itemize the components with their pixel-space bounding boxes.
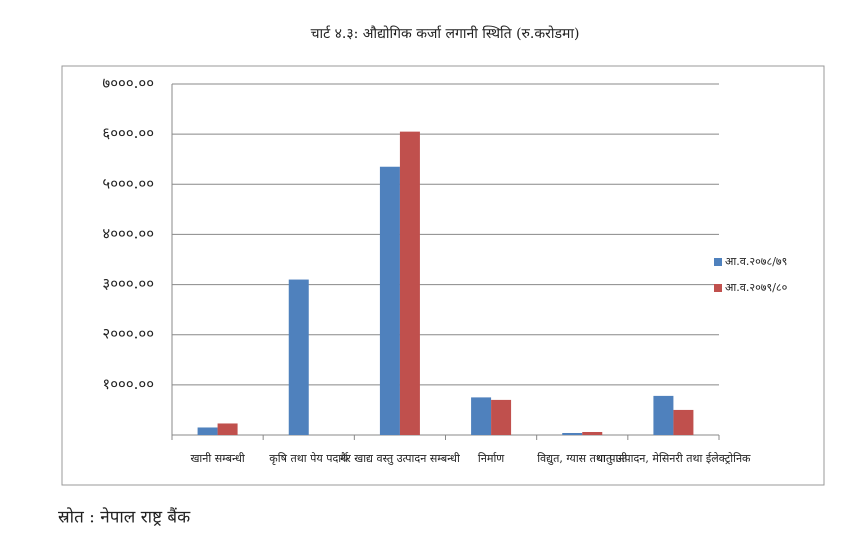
y-tick-label: ६०००.०० [102, 124, 154, 142]
y-tick-label: २०००.०० [102, 325, 154, 343]
x-tick-label: धातु उत्पादन, मेसिनरी तथा ईलेक्ट्रोनिक [596, 452, 751, 465]
legend-swatch [714, 284, 722, 292]
legend-label: आ.व.२०७९/८० [725, 281, 788, 294]
bar [471, 397, 492, 435]
x-tick-label: खानी सम्बन्धी [190, 452, 244, 465]
chart-frame [61, 65, 825, 486]
y-tick-label: ४०००.०० [102, 224, 154, 242]
bar [197, 427, 218, 435]
y-tick-label: ५०००.०० [102, 174, 154, 192]
bar [217, 423, 238, 435]
chart-title: चार्ट ४.३: औद्योगिक कर्जा लगानी स्थिति (… [311, 25, 580, 42]
legend-swatch [714, 258, 722, 266]
bar [379, 166, 400, 435]
bar [562, 432, 583, 435]
x-tick-label: विद्युत, ग्यास तथा पानी [537, 452, 627, 465]
bar [582, 431, 603, 435]
bar [673, 409, 694, 435]
x-tick-label: कृषि तथा पेय पदार्थ [269, 452, 349, 465]
x-tick-label: गैर खाद्य वस्तु उत्पादन सम्बन्धी [340, 452, 460, 465]
bar [491, 399, 512, 435]
bar [288, 279, 309, 435]
legend-label: आ.व.२०७८/७९ [725, 255, 787, 268]
bar [653, 395, 674, 435]
y-tick-label: ३०००.०० [102, 275, 154, 293]
x-tick-label: निर्माण [478, 452, 505, 465]
bar [399, 131, 420, 435]
y-tick-label: १०००.०० [102, 375, 154, 393]
source-note: स्रोत : नेपाल राष्ट्र बैंक [58, 507, 191, 528]
y-tick-label: ७०००.०० [102, 74, 154, 92]
